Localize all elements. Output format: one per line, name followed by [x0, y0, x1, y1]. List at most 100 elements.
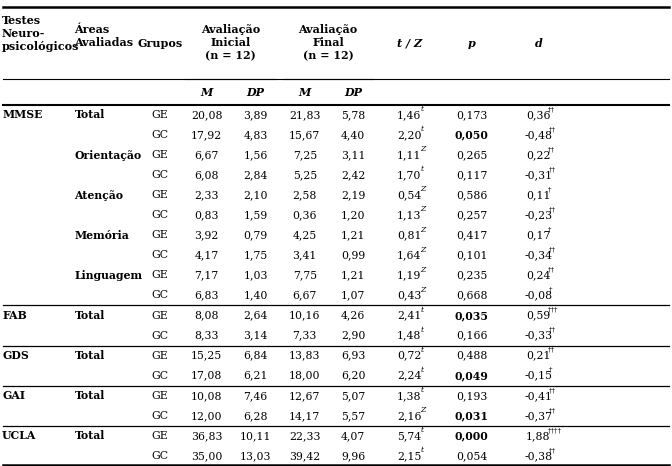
- Text: 5,57: 5,57: [341, 411, 365, 421]
- Text: t: t: [421, 165, 424, 173]
- Text: Avaliação
Final
(n = 12): Avaliação Final (n = 12): [298, 24, 358, 61]
- Text: 0,79: 0,79: [243, 230, 268, 240]
- Text: 0,173: 0,173: [456, 110, 487, 120]
- Text: 1,70: 1,70: [397, 170, 421, 180]
- Text: 1,64: 1,64: [397, 250, 421, 260]
- Text: GE: GE: [152, 270, 168, 281]
- Text: 1,21: 1,21: [341, 270, 366, 281]
- Text: -0,41: -0,41: [524, 391, 552, 401]
- Text: 1,07: 1,07: [341, 290, 366, 301]
- Text: -0,23: -0,23: [524, 210, 552, 220]
- Text: 0,36: 0,36: [292, 210, 317, 220]
- Text: 12,67: 12,67: [289, 391, 321, 401]
- Text: ††: ††: [549, 406, 556, 414]
- Text: 0,035: 0,035: [455, 310, 489, 321]
- Text: 14,17: 14,17: [289, 411, 321, 421]
- Text: 0,11: 0,11: [526, 190, 550, 200]
- Text: 1,59: 1,59: [243, 210, 268, 220]
- Text: Áreas
Avaliadas: Áreas Avaliadas: [75, 24, 134, 48]
- Text: 6,28: 6,28: [243, 411, 268, 421]
- Text: 5,25: 5,25: [292, 170, 317, 180]
- Text: †: †: [549, 366, 552, 374]
- Text: GDS: GDS: [2, 350, 29, 361]
- Text: 0,24: 0,24: [526, 270, 550, 281]
- Text: 2,41: 2,41: [397, 310, 421, 321]
- Text: ††: ††: [549, 246, 556, 254]
- Text: 0,117: 0,117: [456, 170, 487, 180]
- Text: ††: ††: [548, 346, 554, 354]
- Text: 4,83: 4,83: [243, 130, 268, 140]
- Text: 5,74: 5,74: [397, 431, 421, 441]
- Text: 0,17: 0,17: [526, 230, 550, 240]
- Text: 35,00: 35,00: [191, 451, 222, 461]
- Text: p: p: [468, 38, 476, 48]
- Text: 2,90: 2,90: [341, 330, 366, 341]
- Text: 0,488: 0,488: [456, 350, 487, 361]
- Text: M: M: [200, 87, 213, 97]
- Text: 0,050: 0,050: [455, 130, 489, 140]
- Text: 2,24: 2,24: [397, 371, 421, 381]
- Text: -0,34: -0,34: [524, 250, 552, 260]
- Text: 8,08: 8,08: [194, 310, 219, 321]
- Text: 4,17: 4,17: [194, 250, 219, 260]
- Text: GC: GC: [151, 250, 169, 260]
- Text: Grupos: Grupos: [137, 38, 183, 48]
- Text: †: †: [548, 185, 551, 193]
- Text: 20,08: 20,08: [191, 110, 222, 120]
- Text: 1,48: 1,48: [397, 330, 421, 341]
- Text: -0,08: -0,08: [524, 290, 552, 301]
- Text: 0,166: 0,166: [456, 330, 487, 341]
- Text: 22,33: 22,33: [289, 431, 321, 441]
- Text: 1,88: 1,88: [526, 431, 550, 441]
- Text: Z: Z: [421, 246, 426, 254]
- Text: 39,42: 39,42: [289, 451, 321, 461]
- Text: 1,46: 1,46: [397, 110, 421, 120]
- Text: 13,03: 13,03: [240, 451, 271, 461]
- Text: 1,03: 1,03: [243, 270, 268, 281]
- Text: †: †: [549, 286, 552, 294]
- Text: GAI: GAI: [2, 391, 25, 401]
- Text: 15,67: 15,67: [289, 130, 321, 140]
- Text: 4,25: 4,25: [292, 230, 317, 240]
- Text: t: t: [421, 426, 424, 434]
- Text: 6,21: 6,21: [243, 371, 268, 381]
- Text: GC: GC: [151, 330, 169, 341]
- Text: 3,92: 3,92: [194, 230, 219, 240]
- Text: Memória: Memória: [75, 230, 129, 241]
- Text: 0,031: 0,031: [455, 411, 489, 421]
- Text: Z: Z: [421, 286, 426, 294]
- Text: Z: Z: [421, 226, 426, 233]
- Text: -0,48: -0,48: [524, 130, 552, 140]
- Text: 0,36: 0,36: [526, 110, 550, 120]
- Text: GC: GC: [151, 290, 169, 301]
- Text: ††: ††: [548, 105, 554, 113]
- Text: GE: GE: [152, 310, 168, 321]
- Text: 2,33: 2,33: [194, 190, 219, 200]
- Text: Orientação: Orientação: [75, 150, 142, 160]
- Text: UCLA: UCLA: [2, 431, 36, 441]
- Text: 0,43: 0,43: [397, 290, 421, 301]
- Text: 1,56: 1,56: [243, 150, 268, 160]
- Text: GE: GE: [152, 431, 168, 441]
- Text: Total: Total: [75, 391, 105, 401]
- Text: ††: ††: [549, 326, 556, 334]
- Text: GE: GE: [152, 110, 168, 120]
- Text: GE: GE: [152, 350, 168, 361]
- Text: 12,00: 12,00: [191, 411, 222, 421]
- Text: Z: Z: [421, 145, 426, 153]
- Text: Testes
Neuro-
psicológicos: Testes Neuro- psicológicos: [2, 15, 79, 52]
- Text: 1,19: 1,19: [397, 270, 421, 281]
- Text: ††: ††: [549, 165, 556, 173]
- Text: 0,265: 0,265: [456, 150, 487, 160]
- Text: Avaliação
Inicial
(n = 12): Avaliação Inicial (n = 12): [201, 24, 260, 61]
- Text: Total: Total: [75, 110, 105, 120]
- Text: ††: ††: [549, 446, 556, 454]
- Text: 0,049: 0,049: [455, 370, 489, 381]
- Text: GC: GC: [151, 451, 169, 461]
- Text: t: t: [421, 125, 424, 133]
- Text: 15,25: 15,25: [191, 350, 222, 361]
- Text: 0,235: 0,235: [456, 270, 487, 281]
- Text: 6,84: 6,84: [243, 350, 268, 361]
- Text: t: t: [421, 326, 424, 334]
- Text: ††: ††: [548, 145, 554, 153]
